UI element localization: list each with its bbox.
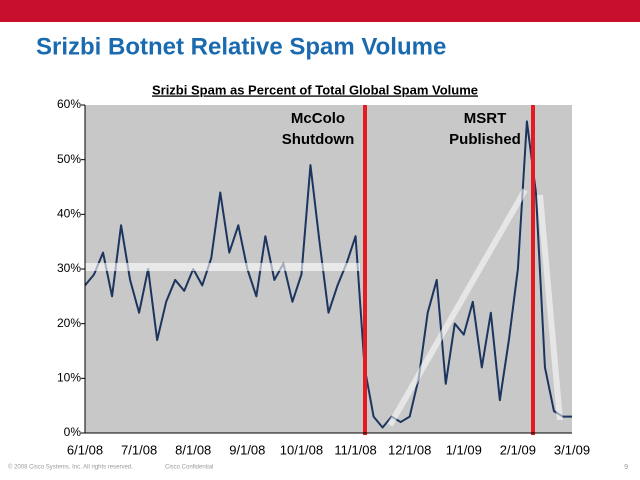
trend-line [537, 194, 563, 421]
y-tick-label: 60% [57, 97, 81, 111]
slide-title: Srizbi Botnet Relative Spam Volume [36, 33, 446, 60]
annotation: Shutdown [282, 131, 354, 148]
y-tick-label: 0% [64, 425, 82, 439]
annotation: McColo [291, 110, 345, 127]
x-tick-label: 2/1/09 [500, 442, 536, 457]
y-tick-label: 10% [57, 371, 81, 385]
highlight-band [85, 263, 360, 271]
y-tick-label: 20% [57, 316, 81, 330]
page-number: 9 [624, 464, 628, 471]
annotation: Published [449, 131, 521, 148]
y-tick-label: 50% [57, 152, 81, 166]
data-line [84, 120, 572, 429]
plot [84, 120, 572, 429]
x-tick-label: 6/1/08 [67, 442, 103, 457]
footer-confidential: Cisco Confidential [165, 465, 213, 471]
x-tick-label: 1/1/09 [446, 442, 482, 457]
x-tick-label: 3/1/09 [554, 442, 590, 457]
x-tick-label: 11/1/08 [334, 442, 376, 457]
chart-title: Srizbi Spam as Percent of Total Global S… [152, 82, 478, 97]
x-tick-label: 8/1/08 [175, 442, 211, 457]
x-tick-label: 9/1/08 [229, 442, 265, 457]
annotation: MSRT [464, 110, 507, 127]
x-tick-label: 10/1/08 [280, 442, 323, 457]
x-tick-label: 12/1/08 [388, 442, 431, 457]
y-tick-label: 40% [57, 207, 81, 221]
trend-line [387, 188, 528, 427]
x-tick-label: 7/1/08 [121, 442, 157, 457]
footer-copyright: © 2008 Cisco Systems, Inc. All rights re… [8, 464, 133, 471]
y-tick-label: 30% [57, 261, 81, 275]
header-band [0, 0, 640, 22]
